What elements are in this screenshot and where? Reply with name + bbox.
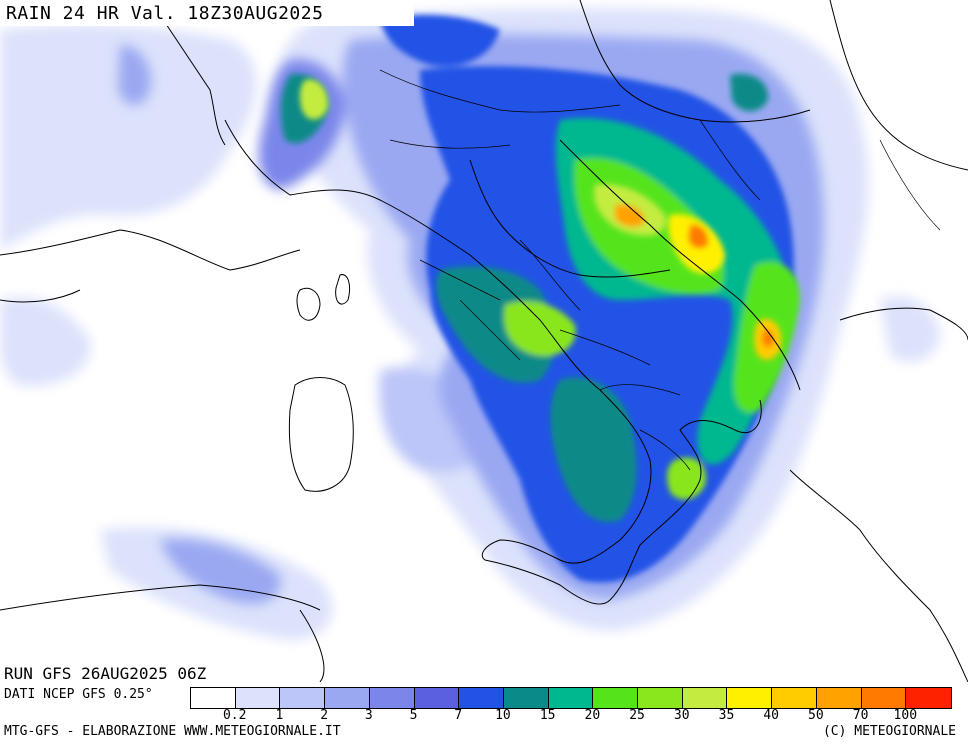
legend-swatch: [414, 688, 460, 708]
legend-swatch: [548, 688, 594, 708]
legend-swatch: [906, 688, 951, 708]
legend-tick-label: 0.2: [222, 708, 247, 723]
legend-tick-label: 2: [320, 708, 329, 723]
legend-swatch: [682, 688, 728, 708]
precipitation-map: RAIN 24 HR Val. 18Z30AUG2025: [0, 0, 968, 682]
map-title: RAIN 24 HR Val. 18Z30AUG2025: [6, 3, 324, 24]
rain-field-map: [0, 0, 968, 682]
legend-tick-label: 15: [539, 708, 556, 723]
legend-swatch: [369, 688, 415, 708]
source-label: DATI NCEP GFS 0.25°: [4, 687, 153, 702]
legend-swatch: [191, 688, 236, 708]
legend-tick-label: 40: [763, 708, 779, 723]
copyright-label: (C) METEOGIORNALE: [822, 724, 956, 739]
legend-swatch: [861, 688, 907, 708]
legend-swatch: [280, 688, 326, 708]
internal-borders: [379, 69, 941, 471]
legend-tick-label: 70: [852, 708, 869, 723]
legend-swatch: [816, 688, 862, 708]
legend-tick-label: 10: [495, 708, 511, 723]
legend-tick-label: 50: [808, 708, 824, 723]
legend-swatch: [235, 688, 281, 708]
title-box: RAIN 24 HR Val. 18Z30AUG2025: [0, 0, 414, 26]
legend-swatch: [325, 688, 370, 708]
coastlines: [0, 0, 968, 682]
legend-tick-label: 7: [454, 708, 463, 723]
color-scale-legend: [190, 687, 952, 709]
legend-swatch: [727, 688, 773, 708]
legend-swatch: [593, 688, 639, 708]
legend-swatch: [638, 688, 683, 708]
legend-tick-label: 30: [673, 708, 690, 723]
legend-swatch: [503, 688, 549, 708]
legend-tick-label: 1: [275, 708, 284, 723]
legend-tick-label: 100: [893, 708, 918, 723]
legend-tick-label: 20: [584, 708, 601, 723]
legend-labels: 0.2 1 2 3 5 7 10 15 20 25 30 35 40 50 70 100: [190, 708, 950, 724]
legend-tick-label: 35: [718, 708, 735, 723]
legend-panel: RUN GFS 26AUG2025 06Z DATI NCEP GFS 0.25…: [0, 664, 968, 745]
legend-tick-label: 5: [409, 708, 418, 723]
run-label: RUN GFS 26AUG2025 06Z: [4, 664, 207, 683]
legend-tick-label: 3: [364, 708, 373, 723]
legend-swatch: [459, 688, 504, 708]
legend-tick-label: 25: [629, 708, 645, 723]
footer-credit: MTG-GFS - ELABORAZIONE WWW.METEOGIORNALE…: [4, 724, 341, 739]
legend-swatch: [772, 688, 817, 708]
